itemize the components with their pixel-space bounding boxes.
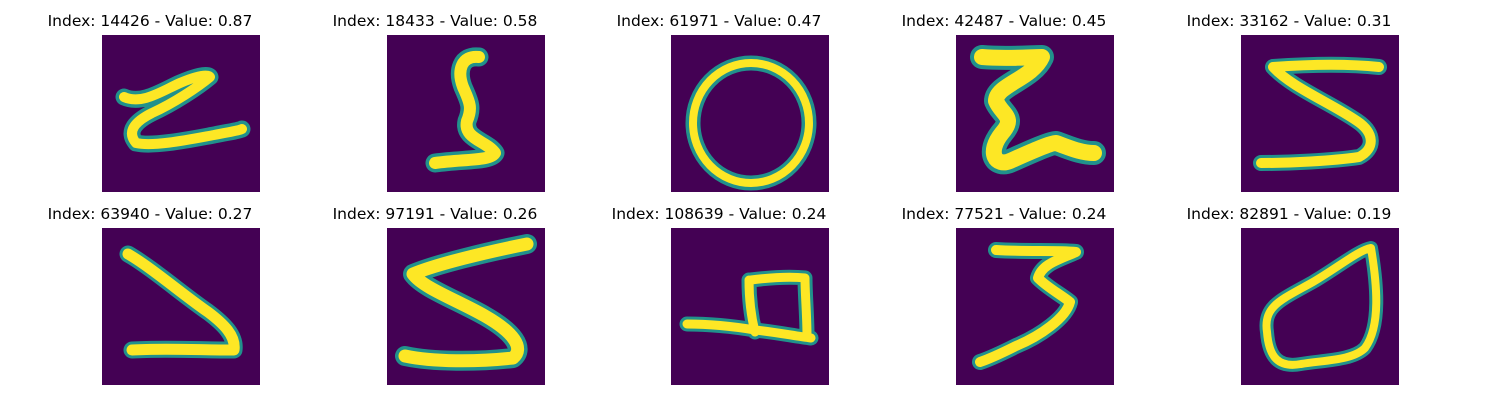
sample-cell: Index: 61971 - Value: 0.47 (569, 0, 869, 193)
sample-cell: Index: 18433 - Value: 0.58 (285, 0, 585, 193)
digit-image (956, 228, 1114, 385)
glyph-s (425, 47, 505, 173)
digit-image (671, 228, 829, 385)
digit-image (1241, 35, 1399, 192)
sample-cell: Index: 108639 - Value: 0.24 (569, 193, 869, 386)
glyph-b (679, 269, 819, 346)
sample-title: Index: 42487 - Value: 0.45 (901, 12, 1107, 30)
sample-cell: Index: 42487 - Value: 0.45 (854, 0, 1154, 193)
sample-title: Index: 63940 - Value: 0.27 (47, 205, 253, 223)
sample-title: Index: 77521 - Value: 0.24 (901, 205, 1107, 223)
sample-cell: Index: 97191 - Value: 0.26 (285, 193, 585, 386)
glyph-v-hook (119, 245, 243, 359)
sample-title: Index: 18433 - Value: 0.58 (332, 12, 538, 30)
digit-image (387, 35, 545, 192)
glyph-s-wide (1253, 56, 1387, 171)
glyph-0 (1259, 241, 1384, 372)
sample-cell: Index: 14426 - Value: 0.87 (0, 0, 300, 193)
sample-title: Index: 14426 - Value: 0.87 (47, 12, 253, 30)
sample-cell: Index: 33162 - Value: 0.31 (1139, 0, 1439, 193)
digit-image (387, 228, 545, 385)
sample-title: Index: 33162 - Value: 0.31 (1186, 12, 1392, 30)
glyph-o (685, 55, 817, 191)
digit-image (102, 35, 260, 192)
glyph-z-swirl (115, 66, 251, 153)
digit-image (671, 35, 829, 192)
sample-title: Index: 61971 - Value: 0.47 (616, 12, 822, 30)
sample-title: Index: 97191 - Value: 0.26 (332, 205, 538, 223)
sample-cell: Index: 77521 - Value: 0.24 (854, 193, 1154, 386)
sample-cell: Index: 82891 - Value: 0.19 (1139, 193, 1439, 386)
digit-image (1241, 228, 1399, 385)
glyph-3 (972, 242, 1084, 370)
glyph-e-blob (970, 45, 1106, 175)
sample-title: Index: 108639 - Value: 0.24 (611, 205, 827, 223)
digit-image (956, 35, 1114, 192)
sample-title: Index: 82891 - Value: 0.19 (1186, 205, 1392, 223)
sample-cell: Index: 63940 - Value: 0.27 (0, 193, 300, 386)
digit-image (102, 228, 260, 385)
glyph-s-bold (395, 234, 537, 371)
